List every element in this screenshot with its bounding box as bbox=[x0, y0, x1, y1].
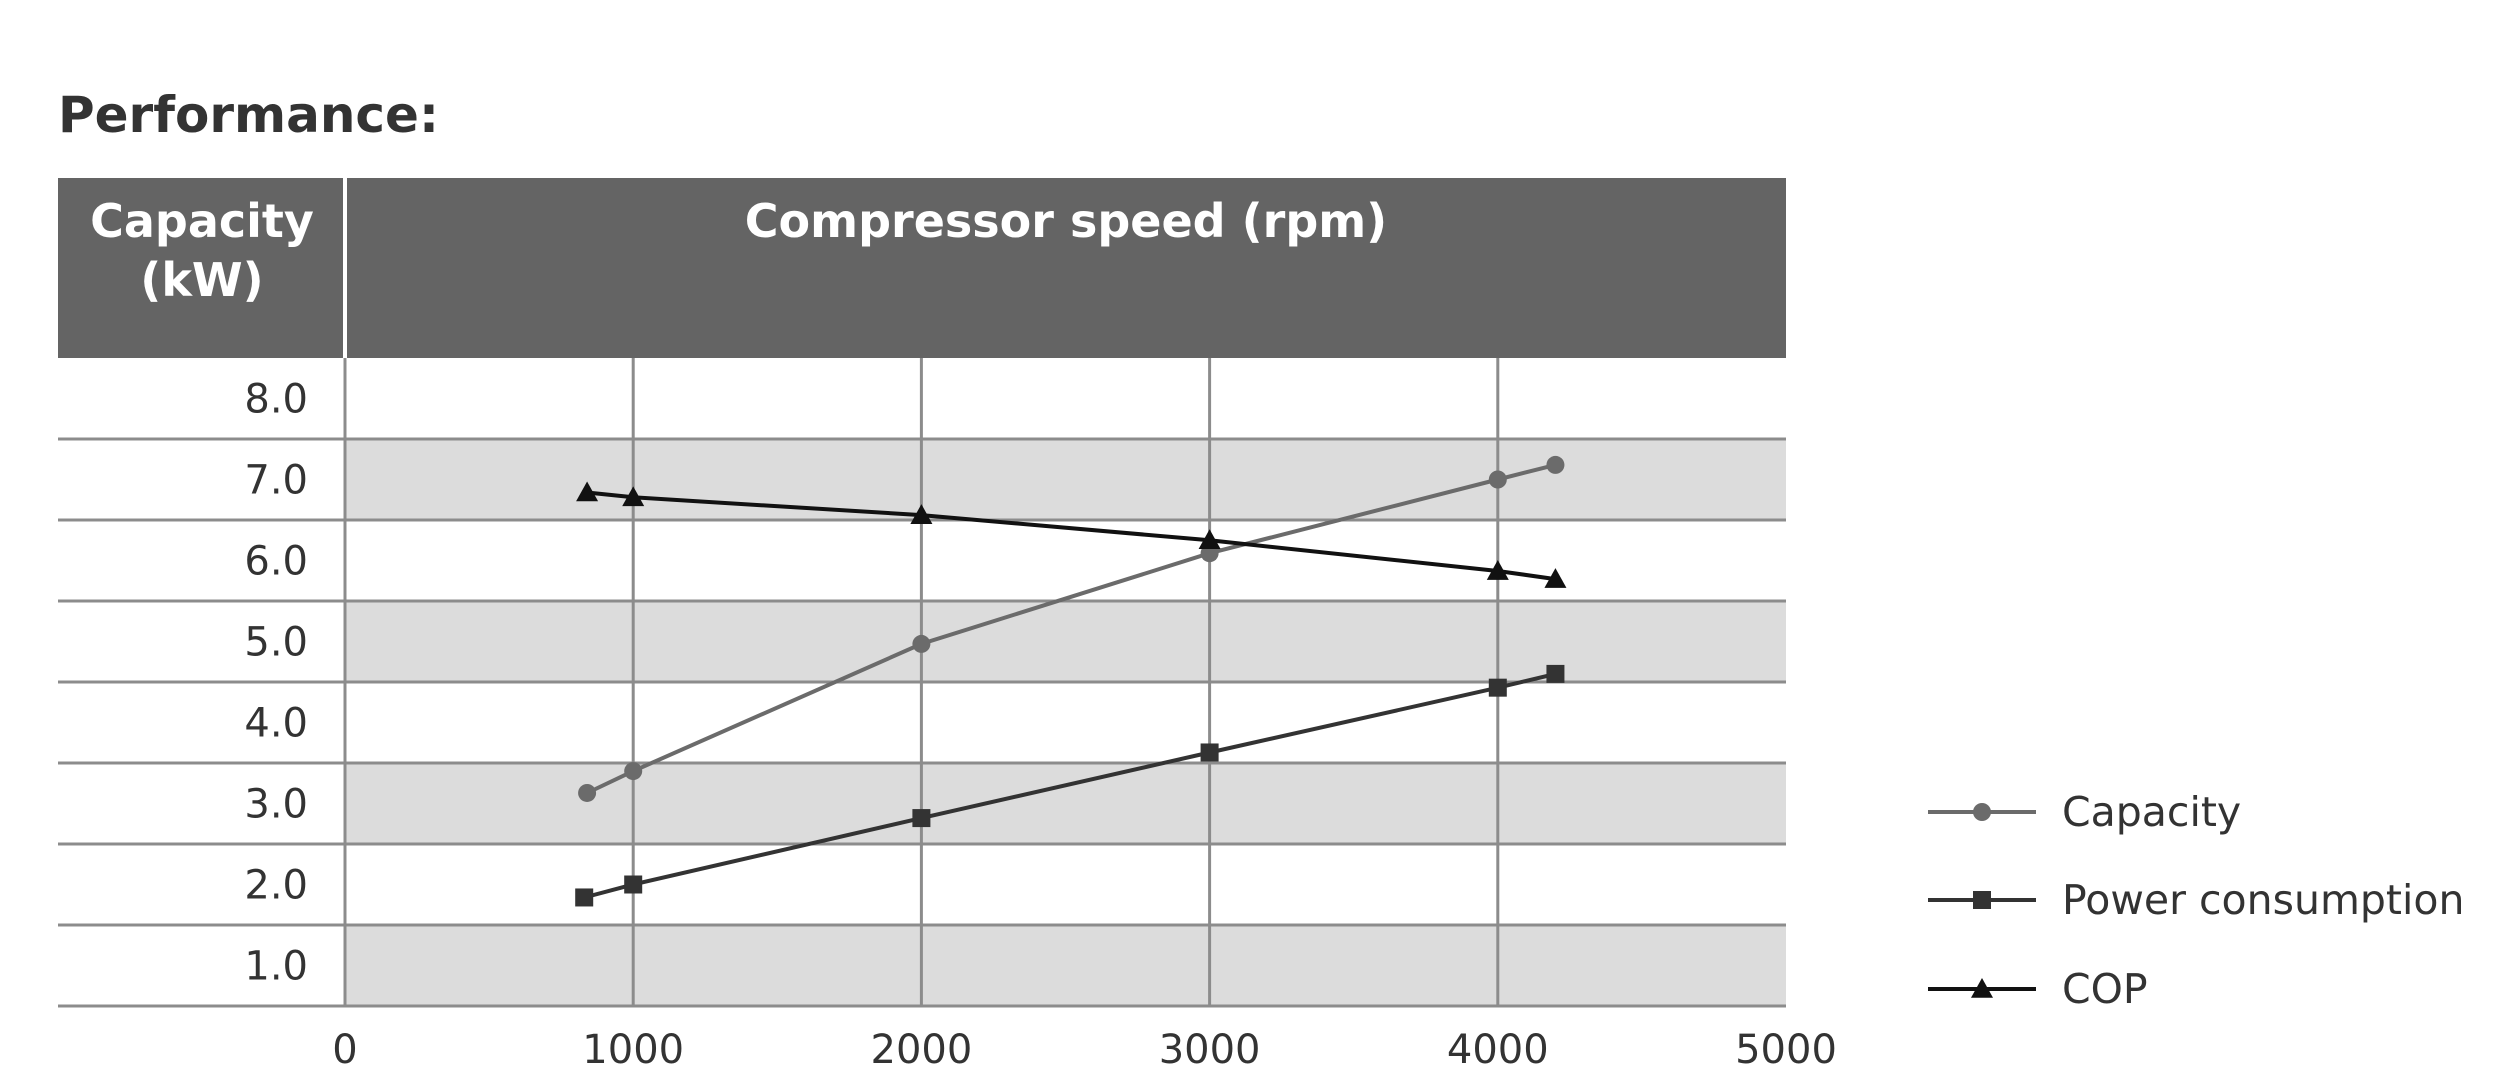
x-tick-label: 1000 bbox=[582, 1027, 684, 1073]
data-point-cop bbox=[910, 504, 933, 524]
legend-marker-power-consumption bbox=[1973, 891, 1991, 909]
legend: Capacity Power consumption COP bbox=[1928, 788, 2464, 1013]
plot-bands bbox=[345, 439, 1786, 1006]
axes: 1.0 2.0 3.0 4.0 5.0 6.0 7.0 8.0 0 1000 2000 3000 400… bbox=[244, 377, 1837, 1074]
legend-label-cop: COP bbox=[2062, 965, 2148, 1013]
data-point-power-consumption bbox=[1200, 743, 1219, 762]
y-tick-label: 4.0 bbox=[244, 701, 308, 747]
page-title: Performance: bbox=[58, 86, 439, 144]
x-tick-label: 3000 bbox=[1159, 1027, 1261, 1073]
grid-band bbox=[345, 601, 1786, 682]
legend-marker-capacity bbox=[1973, 803, 1991, 821]
data-point-capacity bbox=[912, 634, 931, 653]
y-tick-label: 7.0 bbox=[244, 458, 308, 504]
y-tick-label: 6.0 bbox=[244, 539, 308, 585]
x-tick-label: 5000 bbox=[1735, 1027, 1837, 1073]
data-point-cop bbox=[1486, 560, 1509, 580]
x-axis-title: Compressor speed (rpm) bbox=[745, 194, 1387, 248]
data-point-power-consumption bbox=[1488, 678, 1507, 697]
data-series bbox=[575, 455, 1567, 907]
x-tick-label: 4000 bbox=[1447, 1027, 1549, 1073]
data-point-cop bbox=[1544, 568, 1567, 588]
y-tick-label: 1.0 bbox=[244, 944, 308, 990]
series-line-cop bbox=[586, 490, 1556, 582]
x-tick-label: 2000 bbox=[871, 1027, 973, 1073]
data-point-power-consumption bbox=[912, 809, 931, 828]
y-axis-title-line2: (kW) bbox=[140, 253, 263, 307]
data-point-cop bbox=[622, 486, 645, 507]
legend-marker-cop bbox=[1971, 978, 1993, 998]
x-tick-label: 0 bbox=[332, 1027, 357, 1073]
grid-band bbox=[345, 439, 1786, 520]
legend-label-capacity: Capacity bbox=[2062, 788, 2241, 836]
data-point-capacity bbox=[1546, 455, 1565, 474]
data-point-power-consumption bbox=[575, 888, 594, 907]
grid-band bbox=[345, 925, 1786, 1006]
data-point-power-consumption bbox=[624, 875, 643, 894]
data-point-capacity bbox=[1488, 470, 1507, 489]
data-point-cop bbox=[576, 481, 599, 502]
plot-grid bbox=[58, 358, 1786, 1008]
y-tick-label: 3.0 bbox=[244, 782, 308, 828]
y-tick-label: 8.0 bbox=[244, 377, 308, 423]
y-tick-label: 2.0 bbox=[244, 863, 308, 909]
y-tick-label: 5.0 bbox=[244, 620, 308, 666]
grid-band bbox=[345, 763, 1786, 844]
data-point-capacity bbox=[624, 762, 643, 781]
data-point-power-consumption bbox=[1546, 664, 1565, 683]
y-axis-title-line1: Capacity bbox=[90, 194, 314, 248]
data-point-capacity bbox=[578, 783, 597, 802]
data-point-cop bbox=[1198, 529, 1221, 550]
legend-label-power-consumption: Power consumption bbox=[2062, 876, 2464, 924]
